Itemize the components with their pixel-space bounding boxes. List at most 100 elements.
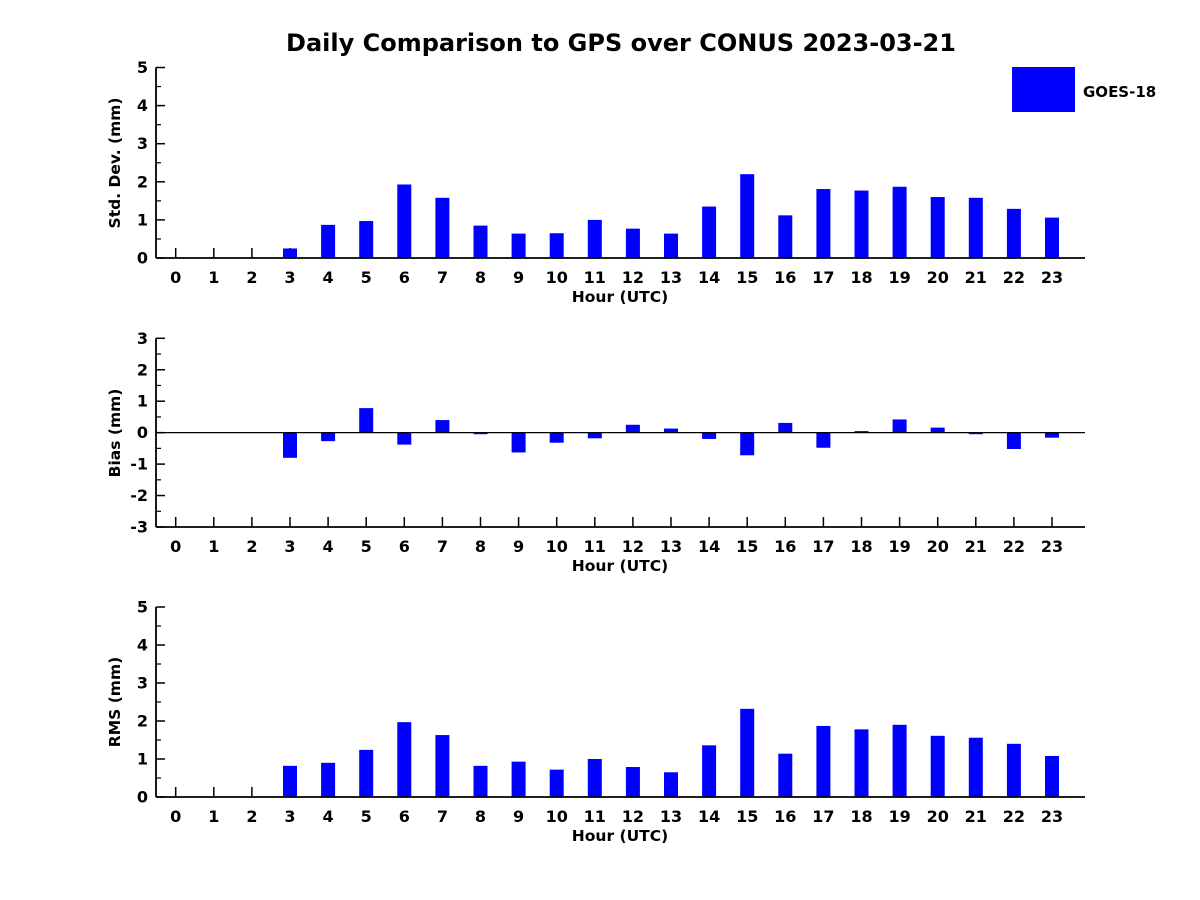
x-tick-label: 15 [736, 807, 758, 826]
std-dev-bar-hour-5 [359, 221, 374, 258]
y-tick-label: -3 [130, 518, 148, 537]
bias-bar-hour-10 [549, 432, 564, 443]
y-tick-label: 2 [137, 712, 148, 731]
std-dev-bar-hour-3 [283, 248, 297, 258]
rms-bar-hour-8 [473, 765, 488, 797]
x-tick-label: 10 [546, 537, 568, 556]
x-tick-label: 1 [208, 268, 219, 287]
rms-bar-hour-13 [664, 772, 678, 797]
std-dev-bar-hour-11 [587, 219, 602, 258]
x-tick-label: 21 [965, 537, 987, 556]
std-dev-bar-hour-15 [740, 174, 755, 258]
x-tick-label: 6 [399, 807, 410, 826]
x-tick-label: 4 [323, 807, 334, 826]
bias-bar-hour-8 [473, 432, 488, 435]
x-tick-label: 7 [437, 537, 448, 556]
std-dev-bar-hour-4 [321, 224, 336, 258]
x-tick-label: 13 [660, 807, 682, 826]
x-tick-label: 18 [850, 807, 872, 826]
rms-bar-hour-17 [816, 725, 831, 797]
x-tick-label: 11 [584, 268, 606, 287]
std-dev-bar-hour-17 [816, 189, 831, 258]
x-tick-label: 22 [1003, 807, 1025, 826]
x-tick-label: 8 [475, 537, 486, 556]
x-tick-label: 9 [513, 268, 524, 287]
y-tick-label: 3 [137, 674, 148, 693]
rms-bar-hour-22 [1006, 743, 1021, 797]
bias-bar-hour-14 [702, 432, 717, 439]
rms-bar-hour-10 [549, 769, 564, 797]
rms-bar-hour-16 [778, 753, 793, 797]
bias-bar-hour-23 [1045, 432, 1059, 438]
x-tick-label: 17 [812, 537, 834, 556]
x-tick-label: 19 [888, 268, 910, 287]
y-tick-label: 4 [137, 96, 148, 115]
std-dev-bar-hour-14 [702, 206, 717, 258]
x-tick-label: 4 [323, 537, 334, 556]
std-dev-bar-hour-18 [854, 190, 869, 258]
rms-bar-hour-18 [854, 729, 869, 797]
rms-bar-hour-19 [892, 724, 907, 797]
x-tick-label: 5 [361, 807, 372, 826]
x-tick-label: 20 [927, 807, 949, 826]
x-tick-label: 23 [1041, 807, 1063, 826]
x-tick-label: 7 [437, 268, 448, 287]
x-tick-label: 14 [698, 807, 720, 826]
bias-bar-hour-11 [587, 432, 602, 439]
y-tick-label: 1 [137, 210, 148, 229]
bias-bar-hour-22 [1006, 432, 1021, 450]
x-tick-label: 2 [246, 537, 257, 556]
x-tick-label: 20 [927, 268, 949, 287]
x-tick-label: 22 [1003, 268, 1025, 287]
x-tick-label: 21 [965, 807, 987, 826]
x-tick-label: 6 [399, 537, 410, 556]
bias-bar-hour-6 [397, 432, 412, 445]
x-tick-label: 4 [323, 268, 334, 287]
x-tick-label: 0 [170, 807, 181, 826]
y-tick-label: 1 [137, 392, 148, 411]
bias-bar-hour-7 [435, 420, 450, 433]
y-tick-label: 2 [137, 172, 148, 191]
x-tick-label: 10 [546, 807, 568, 826]
x-tick-label: 8 [475, 268, 486, 287]
y-tick-label: -1 [130, 455, 148, 474]
x-tick-label: 0 [170, 537, 181, 556]
x-tick-label: 17 [812, 807, 834, 826]
bias-bar-hour-17 [816, 432, 831, 448]
std-dev-bar-hour-22 [1006, 208, 1021, 258]
chart-title: Daily Comparison to GPS over CONUS 2023-… [286, 29, 956, 57]
std-dev-bar-hour-19 [892, 186, 907, 258]
y-tick-label: 2 [137, 360, 148, 379]
rms-bar-hour-15 [740, 708, 755, 797]
bias-bar-hour-13 [664, 428, 678, 433]
rms-bar-hour-20 [930, 735, 945, 797]
y-tick-label: 3 [137, 134, 148, 153]
x-tick-label: 5 [361, 268, 372, 287]
rms-bar-hour-4 [321, 762, 336, 797]
x-tick-label: 18 [850, 537, 872, 556]
x-tick-label: 11 [584, 807, 606, 826]
y-tick-label: 0 [137, 423, 148, 442]
x-tick-label: 7 [437, 807, 448, 826]
bias-bar-hour-4 [321, 432, 336, 442]
std-dev-bar-hour-16 [778, 215, 793, 258]
y-tick-label: 4 [137, 636, 148, 655]
x-tick-label: 18 [850, 268, 872, 287]
legend-swatch [1012, 67, 1075, 112]
x-tick-label: 14 [698, 268, 720, 287]
x-tick-label: 2 [246, 807, 257, 826]
x-tick-label: 23 [1041, 537, 1063, 556]
bias-bar-hour-19 [892, 419, 907, 433]
x-tick-label: 12 [622, 537, 644, 556]
std-dev-bar-hour-23 [1045, 217, 1059, 258]
x-tick-label: 0 [170, 268, 181, 287]
rms-bar-hour-7 [435, 735, 450, 797]
x-axis-label-std-dev: Hour (UTC) [572, 288, 668, 306]
x-tick-label: 12 [622, 807, 644, 826]
x-tick-label: 14 [698, 537, 720, 556]
y-axis-label-rms: RMS (mm) [106, 657, 124, 747]
x-tick-label: 2 [246, 268, 257, 287]
x-tick-label: 5 [361, 537, 372, 556]
